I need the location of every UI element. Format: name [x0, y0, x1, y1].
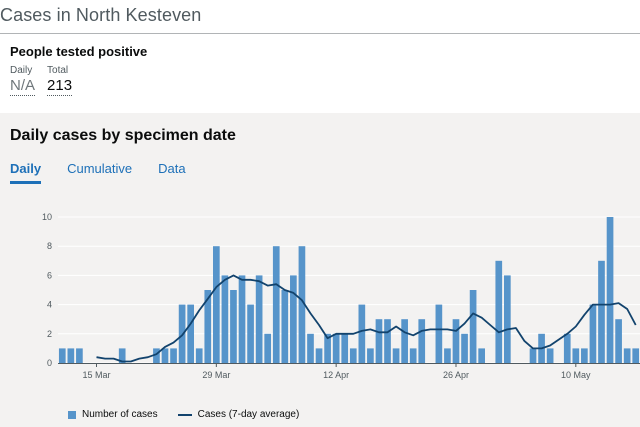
cases-bar [255, 275, 263, 363]
legend-label-average: Cases (7-day average) [197, 409, 300, 420]
cases-bar [153, 348, 160, 363]
cases-bar [392, 348, 400, 363]
legend-bar-swatch [68, 410, 76, 419]
cases-bar [401, 319, 408, 363]
tab-daily[interactable]: Daily [10, 161, 42, 184]
cases-bar [213, 246, 220, 363]
cases-bar [307, 333, 314, 363]
metric-daily: Daily N/A [10, 65, 36, 96]
cases-bar [238, 275, 246, 363]
cases-bar [170, 348, 177, 363]
cases-bar [409, 348, 417, 363]
x-tick-label: 10 May [561, 370, 591, 380]
cases-bar [204, 290, 212, 363]
y-tick-label: 4 [47, 300, 52, 310]
chart-title: Daily cases by specimen date [10, 127, 236, 144]
cases-bar [581, 348, 588, 363]
total-value[interactable]: 213 [47, 77, 73, 96]
cases-bar [461, 333, 468, 363]
cases-bar [598, 260, 605, 363]
cases-bar [221, 275, 229, 363]
cases-bar [495, 260, 503, 363]
tab-cumulative[interactable]: Cumulative [67, 161, 133, 176]
cases-bar [272, 246, 280, 363]
cases-bar [195, 348, 203, 363]
cases-bar [341, 333, 349, 363]
cases-bar [572, 348, 580, 363]
x-tick-label: 12 Apr [323, 370, 349, 380]
chart-legend: Number of cases Cases (7-day average) [68, 409, 299, 420]
x-tick-label: 26 Apr [443, 370, 469, 380]
y-tick-label: 6 [47, 270, 52, 280]
cases-bar [452, 319, 460, 363]
cases-bar [324, 333, 331, 363]
x-tick-label: 15 Mar [83, 370, 111, 380]
metric-total: Total 213 [47, 65, 73, 96]
cases-bar [367, 348, 374, 363]
cases-bar [358, 304, 366, 363]
legend-item-cases[interactable]: Number of cases [68, 409, 158, 420]
cases-bar [187, 304, 194, 363]
legend-item-average[interactable]: Cases (7-day average) [177, 409, 300, 420]
cases-bar [529, 348, 537, 363]
x-tick-label: 29 Mar [202, 370, 230, 380]
cases-bar [615, 319, 622, 363]
legend-label-cases: Number of cases [82, 409, 158, 420]
cases-bar [589, 304, 597, 363]
cases-bar [384, 319, 391, 363]
cases-bar [375, 319, 383, 363]
cases-bar [161, 348, 169, 363]
daily-value[interactable]: N/A [10, 77, 36, 96]
page-title: Cases in North Kesteven [0, 5, 202, 25]
daily-cases-chart: 0 2 4 6 8 10 15 Mar 29 Mar 12 Apr 26 Apr 10 May [42, 212, 640, 380]
cases-bar [349, 348, 357, 363]
metrics: Daily N/A Total 213 [10, 65, 640, 96]
y-tick-label: 2 [47, 329, 52, 339]
cases-bar [632, 348, 640, 363]
cases-bar [67, 348, 75, 363]
cases-bar [469, 290, 477, 363]
cases-bar [247, 304, 254, 363]
summary-panel: People tested positive Daily N/A Total 2… [0, 34, 640, 112]
tab-data[interactable]: Data [158, 161, 186, 176]
average-line [96, 274, 637, 363]
legend-line-swatch [177, 413, 192, 416]
cases-bar [435, 304, 443, 363]
cases-bar [444, 348, 451, 363]
y-tick-label: 10 [42, 212, 52, 222]
cases-bar [315, 348, 323, 363]
cases-bar [58, 348, 66, 363]
cases-bar [418, 319, 426, 363]
cases-bar [230, 290, 237, 363]
cases-bar [623, 348, 631, 363]
cases-bar [264, 333, 272, 363]
cases-bar [298, 246, 306, 363]
total-label: Total [47, 65, 69, 76]
y-tick-label: 0 [47, 358, 52, 368]
chart-card: Daily cases by specimen date Daily Cumul… [0, 113, 640, 427]
cases-bar [563, 333, 571, 363]
cases-bar [546, 348, 554, 363]
cases-bar [504, 275, 511, 363]
chart-tabs: Daily Cumulative Data [10, 161, 186, 184]
cases-bar [290, 275, 297, 363]
cases-bar [332, 333, 340, 363]
summary-title: People tested positive [10, 44, 148, 59]
daily-label: Daily [10, 65, 33, 76]
cases-bar [606, 217, 614, 363]
page-header: Cases in North Kesteven [0, 0, 640, 34]
cases-bar [118, 348, 126, 363]
cases-bar [76, 348, 83, 363]
y-tick-label: 8 [47, 241, 52, 251]
cases-bar [478, 348, 485, 363]
cases-bar [281, 290, 289, 363]
